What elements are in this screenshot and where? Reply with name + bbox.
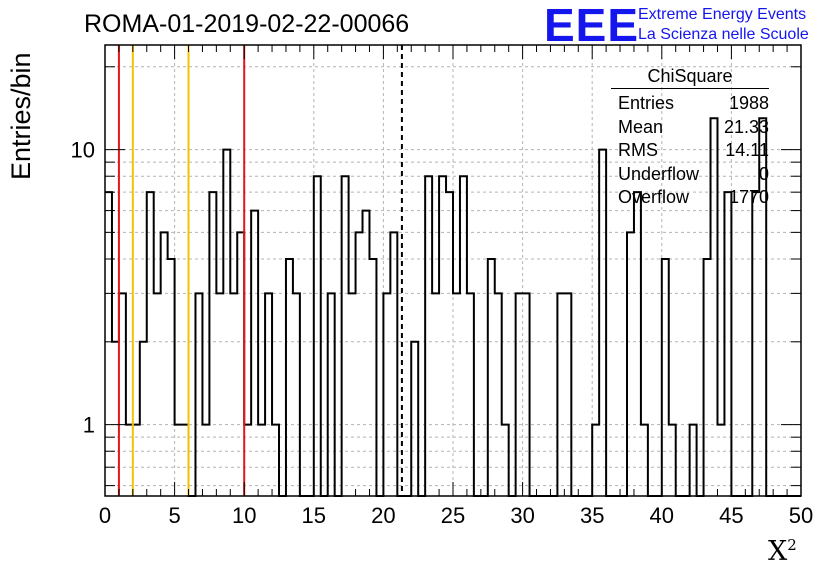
histogram-bar xyxy=(112,342,119,496)
x-tick-label: 25 xyxy=(441,503,465,528)
histogram-bar xyxy=(342,176,349,496)
histogram-bar xyxy=(161,232,168,496)
histogram-bar xyxy=(223,150,230,496)
histogram-bar xyxy=(599,150,606,496)
x-tick-label: 45 xyxy=(719,503,743,528)
histogram-bar xyxy=(363,211,370,496)
histogram-bar xyxy=(140,342,147,496)
histogram-bar xyxy=(752,192,759,496)
histogram-bar xyxy=(488,259,495,496)
histogram-outline xyxy=(105,117,801,497)
histogram-bar xyxy=(432,293,439,496)
histogram-bar xyxy=(105,192,112,496)
histogram-bar xyxy=(209,192,216,496)
stat-value: 1770 xyxy=(728,187,769,207)
histogram-bar xyxy=(460,176,467,496)
x-tick-label: 30 xyxy=(510,503,534,528)
histogram-bar xyxy=(564,293,571,496)
histogram-bar xyxy=(425,176,432,496)
histogram-bar xyxy=(516,293,523,496)
x-axis-label: X2 xyxy=(768,536,797,567)
histogram-bar xyxy=(328,293,335,496)
histogram-bar xyxy=(265,293,272,496)
histogram-bar xyxy=(356,232,363,496)
histogram-bar xyxy=(634,192,641,496)
histogram-bar xyxy=(216,293,223,496)
histogram-bar xyxy=(453,293,460,496)
histogram-bar xyxy=(495,293,502,496)
x-tick-label: 20 xyxy=(371,503,395,528)
stat-label: Overflow xyxy=(618,187,690,207)
histogram-bar xyxy=(237,232,244,496)
histogram-bar xyxy=(195,293,202,496)
x-tick-label: 0 xyxy=(99,503,111,528)
histogram-bar xyxy=(154,293,161,496)
x-tick-label: 50 xyxy=(789,503,813,528)
eee-logo-mark: EEE xyxy=(544,0,640,51)
logo-line-2: La Scienza nelle Scuole xyxy=(638,26,809,43)
logo-line-1: Extreme Energy Events xyxy=(638,6,807,23)
histogram-bar xyxy=(662,259,669,496)
histogram-bar xyxy=(467,293,474,496)
stats-box: ChiSquare Entries 1988 Mean 21.33 RMS 14… xyxy=(611,64,769,207)
histogram-bar xyxy=(230,293,237,496)
histogram-bar xyxy=(383,293,390,496)
x-tick-label: 5 xyxy=(168,503,180,528)
x-tick-label: 40 xyxy=(650,503,674,528)
tick-labels: 0 5 10 15 20 25 30 35 40 45 50 1 10 xyxy=(71,138,814,528)
histogram-bar xyxy=(704,259,711,496)
x-axis-label-base: X xyxy=(768,536,788,567)
stats-divider xyxy=(611,88,769,89)
stats-rows: Entries 1988 Mean 21.33 RMS 14.11 Underf… xyxy=(618,92,769,210)
y-tick-label: 1 xyxy=(83,413,95,438)
x-tick-label: 15 xyxy=(302,503,326,528)
stat-row-overflow: Overflow 1770 xyxy=(618,186,769,210)
histogram-bar xyxy=(411,342,418,496)
histogram-bar xyxy=(523,293,530,496)
stat-row-underflow: Underflow 0 xyxy=(618,163,769,187)
stat-value: 0 xyxy=(758,163,769,184)
histogram-bar xyxy=(446,192,453,496)
stat-value: 21.33 xyxy=(723,116,769,137)
histogram-bar xyxy=(293,293,300,496)
axis-ticks xyxy=(104,45,802,496)
histogram-bar xyxy=(557,293,564,496)
histogram-bar xyxy=(439,176,446,496)
x-tick-label: 35 xyxy=(580,503,604,528)
stat-value: 1988 xyxy=(728,93,769,113)
stat-row-entries: Entries 1988 xyxy=(618,92,769,116)
y-axis-label: Entries/bin xyxy=(6,52,36,180)
histogram-bar xyxy=(314,176,321,496)
stats-title: ChiSquare xyxy=(647,66,733,86)
histogram-bar xyxy=(349,293,356,496)
histogram-bar xyxy=(168,259,175,496)
histogram-bar xyxy=(724,192,731,496)
stat-row-mean: Mean 21.33 xyxy=(618,116,769,140)
histogram-bar xyxy=(251,211,258,496)
histogram-bar xyxy=(147,192,154,496)
histogram-bar xyxy=(627,232,634,496)
stat-label: Entries xyxy=(618,93,675,113)
x-tick-label: 10 xyxy=(232,503,256,528)
x-axis-label-sup: 2 xyxy=(787,536,797,554)
stat-label: RMS xyxy=(618,140,658,160)
histogram-bar xyxy=(286,259,293,496)
stat-label: Underflow xyxy=(618,163,700,184)
stat-row-rms: RMS 14.11 xyxy=(618,139,769,163)
histogram-bar xyxy=(390,232,397,496)
histogram-bar xyxy=(369,259,376,496)
histogram-bar xyxy=(119,293,126,496)
reference-lines xyxy=(117,45,403,496)
chart-title: ROMA-01-2019-02-22-00066 xyxy=(84,10,410,38)
stat-label: Mean xyxy=(618,116,664,137)
y-tick-label: 10 xyxy=(71,138,95,163)
stat-value: 14.11 xyxy=(725,140,769,160)
